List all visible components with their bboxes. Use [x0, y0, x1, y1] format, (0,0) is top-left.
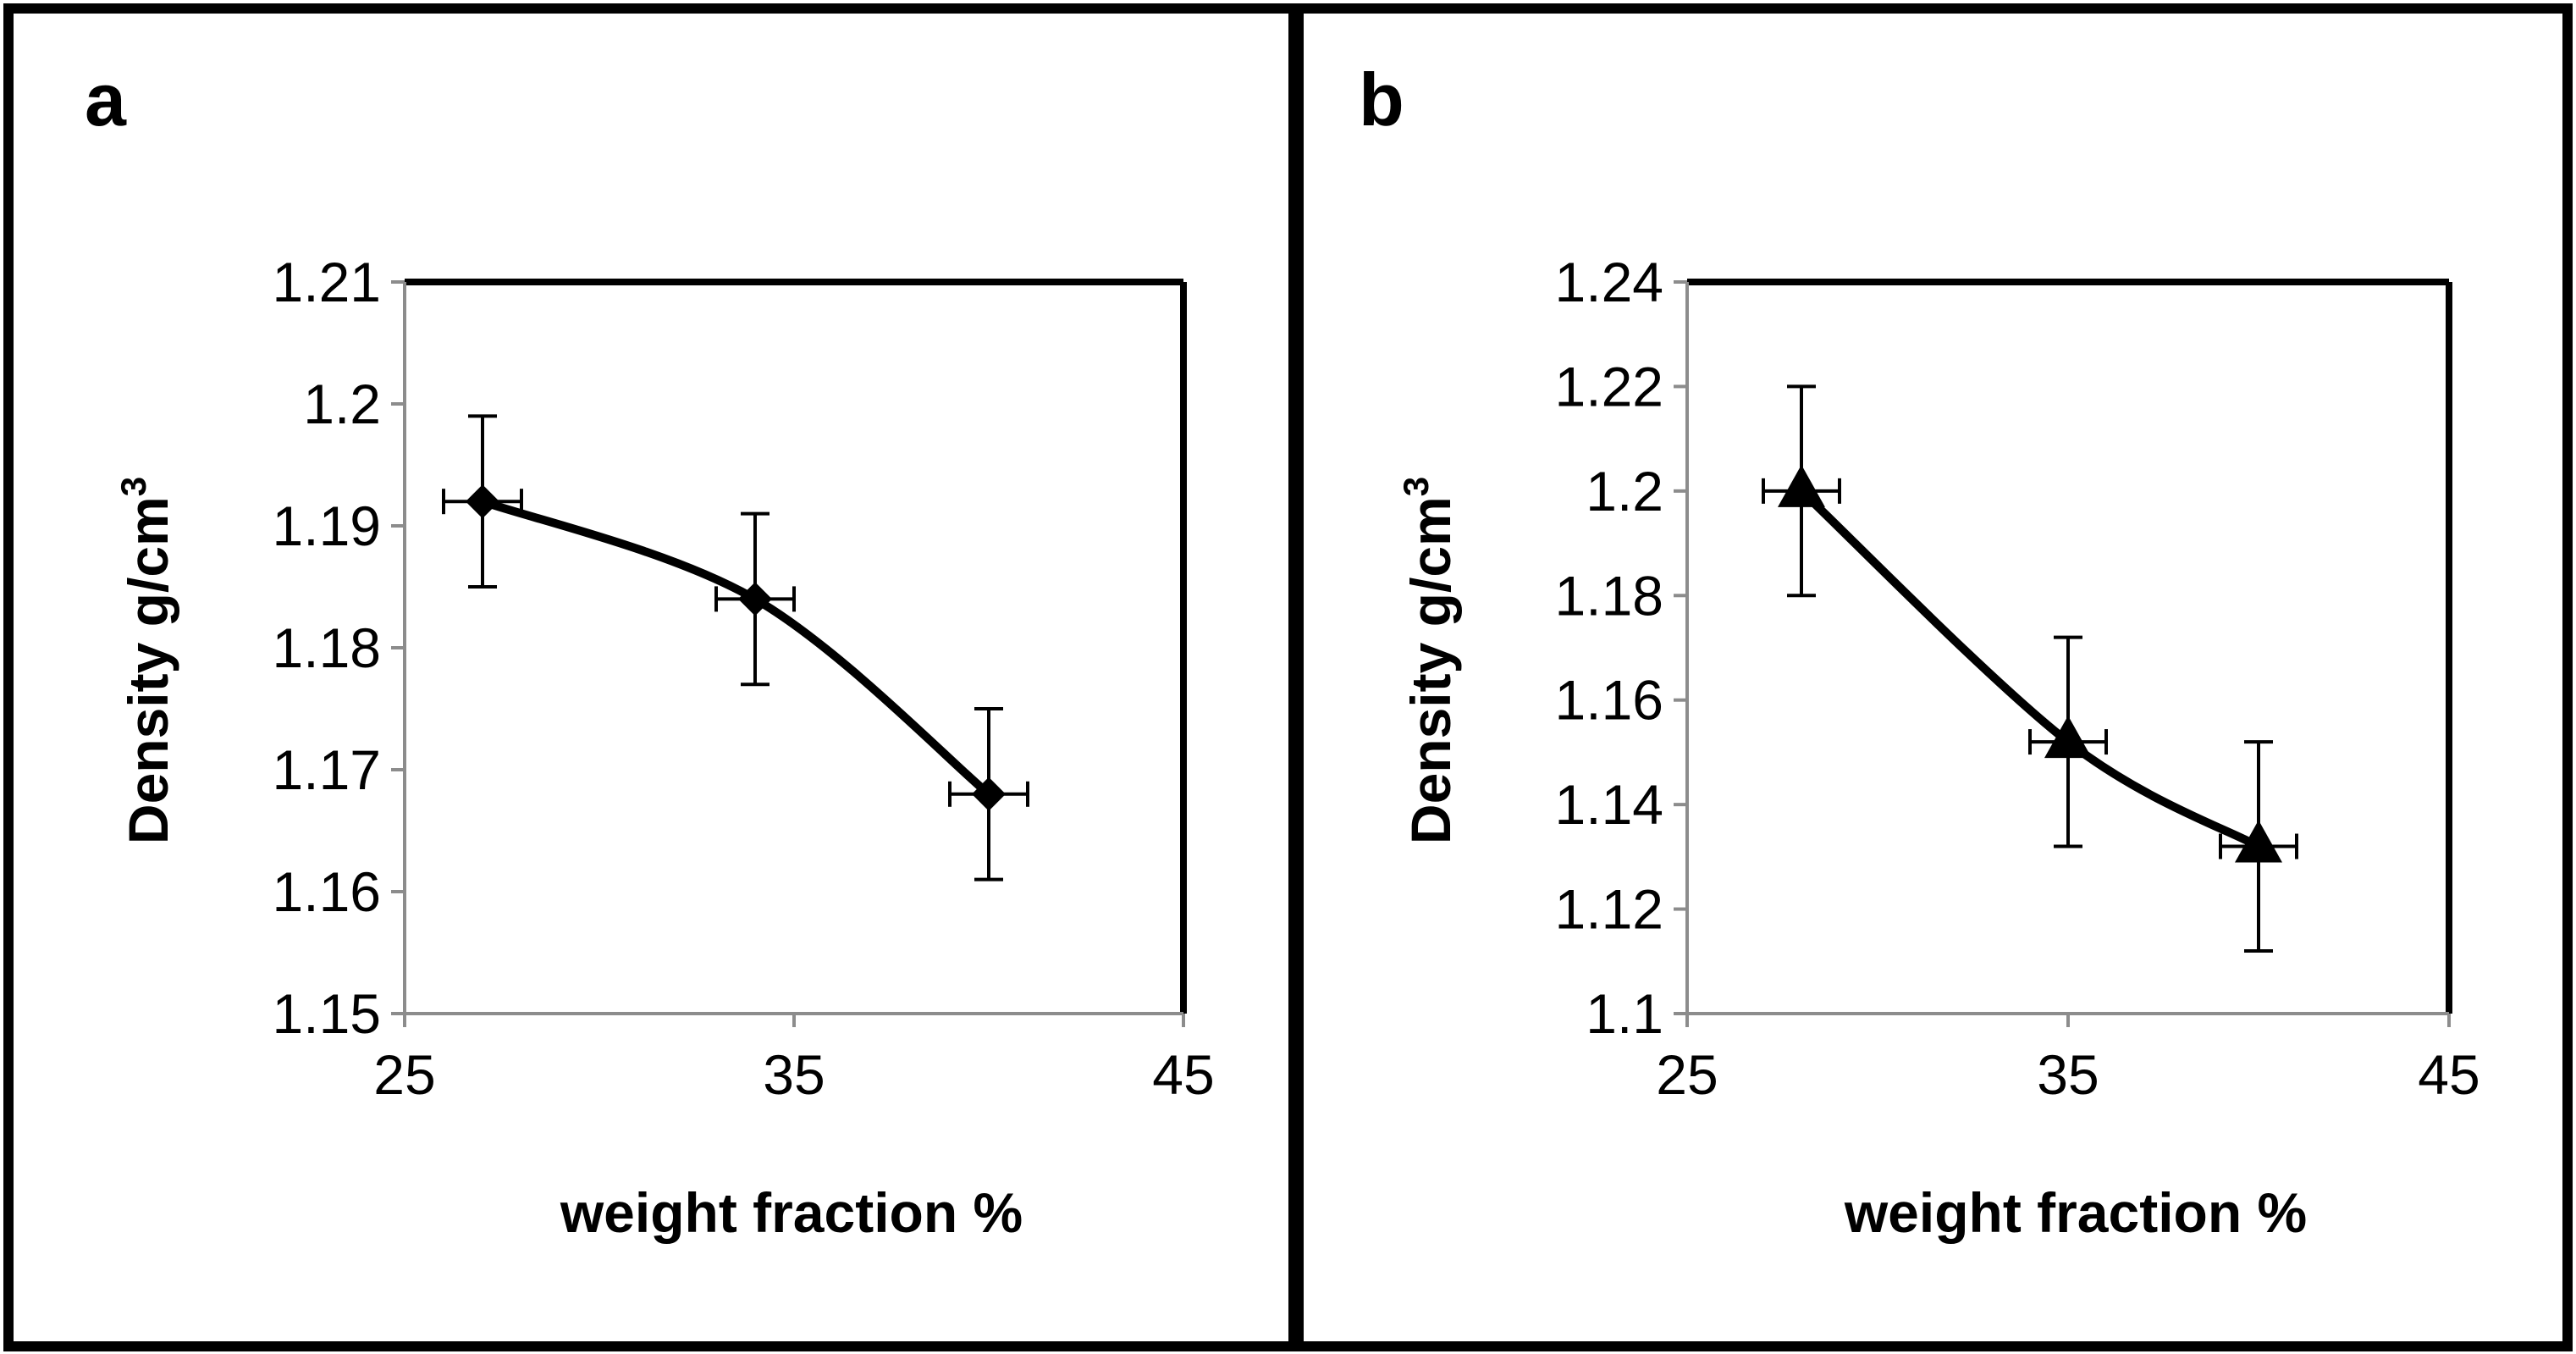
chart-a-ylabel-main: Density g/cm — [117, 496, 179, 844]
panel-b-letter: b — [1359, 58, 1404, 141]
chart-b-data-point — [2235, 820, 2282, 863]
chart-a: 1.15 1.16 1.17 1.18 1.19 1.2 1.21 25 35 45 — [273, 251, 1215, 1106]
chart-b-series-line — [1798, 488, 2261, 850]
chart-b-xtick-label: 35 — [2037, 1043, 2099, 1106]
chart-b-xlabel: weight fraction % — [1844, 1181, 2307, 1244]
chart-b-ytick-label: 1.2 — [1586, 460, 1663, 522]
chart-a-xtick-label: 35 — [763, 1043, 825, 1106]
chart-b-ylabel-main: Density g/cm — [1399, 496, 1462, 844]
chart-b-xtick-label: 45 — [2418, 1043, 2479, 1106]
chart-b-xtick-label: 25 — [1656, 1043, 1718, 1106]
chart-a-ylabel-sup: 3 — [113, 477, 153, 496]
chart-b-ylabel-sup: 3 — [1396, 477, 1436, 496]
panel-a-letter: a — [85, 58, 127, 141]
chart-b-ytick-label: 1.22 — [1555, 355, 1663, 417]
chart-b-data-point — [2044, 716, 2092, 759]
chart-b-ytick-label: 1.1 — [1586, 982, 1663, 1045]
panel-a-frame — [3, 3, 1299, 1351]
chart-b-ytick-label: 1.24 — [1555, 251, 1663, 313]
chart-a-ytick-label: 1.16 — [273, 860, 381, 923]
chart-a-data-point — [972, 776, 1006, 811]
chart-b-ytick-label: 1.12 — [1555, 878, 1663, 941]
chart-a-ytick-label: 1.18 — [273, 616, 381, 679]
chart-b: 1.1 1.12 1.14 1.16 1.18 1.2 1.22 1.24 25 35 45 — [1555, 251, 2480, 1106]
panel-b-frame — [1294, 3, 2573, 1351]
chart-a-xtick-label: 45 — [1152, 1043, 1214, 1106]
chart-b-ytick-label: 1.14 — [1555, 773, 1663, 836]
chart-a-ylabel: Density g/cm3 — [113, 477, 179, 844]
chart-a-ytick-label: 1.19 — [273, 495, 381, 557]
chart-a-data-point — [466, 484, 499, 519]
chart-b-ytick-label: 1.16 — [1555, 669, 1663, 732]
chart-a-data-point — [738, 582, 772, 616]
chart-a-ytick-label: 1.15 — [273, 982, 381, 1045]
chart-a-ytick-label: 1.21 — [273, 251, 381, 313]
chart-b-data-point — [1778, 464, 1825, 507]
chart-a-ytick-label: 1.2 — [303, 373, 381, 435]
chart-b-ylabel: Density g/cm3 — [1396, 477, 1462, 844]
chart-a-ytick-label: 1.17 — [273, 738, 381, 801]
chart-a-xlabel: weight fraction % — [560, 1181, 1023, 1244]
chart-a-xtick-label: 25 — [373, 1043, 435, 1106]
chart-a-series-line — [481, 497, 992, 798]
chart-b-ytick-label: 1.18 — [1555, 564, 1663, 627]
